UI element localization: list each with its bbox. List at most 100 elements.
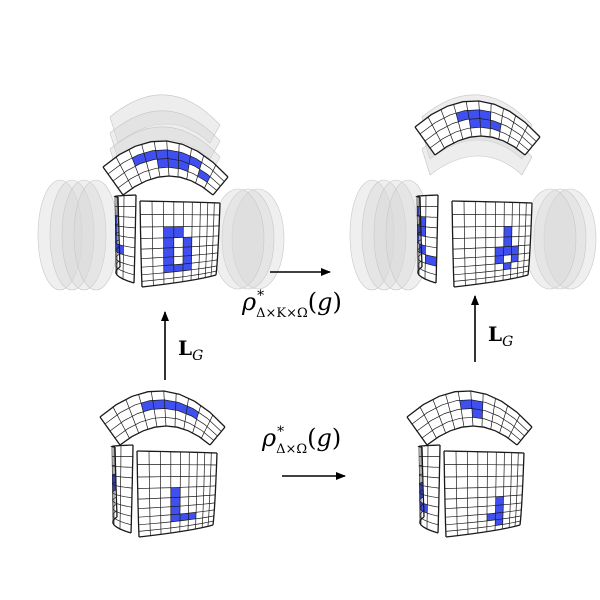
grid-line <box>99 390 226 428</box>
active-cell <box>117 243 124 255</box>
active-cell <box>170 487 181 498</box>
grid-line <box>508 452 513 528</box>
grid-line <box>115 246 135 258</box>
grid-line <box>140 244 219 250</box>
grid-line <box>183 397 189 430</box>
grid-line <box>115 266 135 284</box>
grid-line <box>455 451 458 536</box>
grid-line <box>159 451 162 535</box>
active-cell <box>163 264 174 273</box>
rho-top-subscript: Δ×K×Ω <box>256 306 308 321</box>
grid-line <box>453 252 530 260</box>
sphere-top-right <box>349 94 597 291</box>
active-cell <box>157 158 169 168</box>
grid-line <box>416 231 438 239</box>
active-cell <box>495 496 504 506</box>
grid-line <box>141 259 218 268</box>
rho-top-arg: g <box>317 288 333 316</box>
active-cell <box>197 169 211 183</box>
ghost-copy <box>221 188 275 290</box>
lift-right-L: L <box>488 322 503 346</box>
grid-line <box>445 524 521 538</box>
grid-line <box>141 270 217 282</box>
grid-line <box>419 496 439 508</box>
active-cell <box>417 206 419 217</box>
grid-line <box>426 445 429 530</box>
active-cell <box>152 399 165 409</box>
grid-line <box>215 202 221 276</box>
ghost-copy <box>109 94 221 144</box>
grid-line <box>419 109 537 142</box>
grid-line <box>104 399 222 432</box>
grid-line <box>419 503 439 517</box>
grid-line <box>416 223 438 229</box>
grid-line <box>419 516 439 534</box>
grid-line <box>122 195 125 280</box>
grid-line <box>112 510 132 526</box>
grid-line <box>451 200 455 288</box>
grid-line <box>421 446 425 518</box>
grid-line <box>415 194 439 198</box>
grid-line <box>207 452 212 527</box>
ghost-copy <box>49 179 95 291</box>
grid-line <box>498 107 504 140</box>
active-cell <box>173 226 184 238</box>
active-cell <box>183 255 192 264</box>
grid-line <box>112 503 132 517</box>
grid-line <box>444 485 523 489</box>
grid-line <box>502 202 505 281</box>
active-cell <box>167 149 179 160</box>
left-piece <box>417 444 441 534</box>
grid-line <box>110 444 134 448</box>
rho-bottom-symbol: ρ <box>262 424 277 452</box>
grid-line <box>140 214 220 216</box>
grid-line <box>137 475 217 478</box>
grid-line <box>111 481 133 489</box>
grid-line <box>111 473 133 479</box>
active-cell <box>183 237 192 248</box>
grid-line <box>444 475 524 478</box>
grid-line <box>444 464 524 466</box>
grid-line <box>516 202 521 278</box>
grid-line <box>490 397 496 430</box>
grid-line <box>424 195 427 280</box>
cap-piece <box>102 140 229 196</box>
front-piece <box>443 450 525 538</box>
grid-line <box>463 201 466 286</box>
grid-line <box>133 194 137 284</box>
grid-line <box>514 452 519 527</box>
grid-line <box>112 489 132 499</box>
ghost-copy <box>361 179 407 291</box>
grid-line <box>114 214 136 218</box>
grid-line <box>187 452 190 531</box>
grid-line <box>418 446 421 522</box>
left-piece <box>110 444 134 534</box>
grid-line <box>424 118 533 147</box>
active-cell <box>188 512 197 520</box>
grid-line <box>494 201 496 282</box>
active-cell <box>511 254 519 263</box>
grid-line <box>416 408 525 437</box>
grid-line <box>119 425 211 446</box>
grid-line <box>136 450 218 454</box>
rho-bottom-arg: g <box>316 424 332 452</box>
active-cell <box>163 226 174 238</box>
grid-line <box>417 239 437 249</box>
active-cell <box>479 118 491 129</box>
rho-bottom-label: ρ* Δ×Ω(g) <box>262 424 341 457</box>
piece-surface <box>103 141 228 195</box>
rho-bottom-subscript: Δ×Ω <box>276 442 308 457</box>
grid-line <box>112 516 132 534</box>
active-cell <box>179 513 189 521</box>
grid-line <box>453 270 529 282</box>
active-cell <box>455 110 470 122</box>
grid-line <box>115 253 135 267</box>
grid-line <box>435 194 439 284</box>
sphere-bottom-right <box>406 390 533 538</box>
active-cell <box>503 226 512 238</box>
grid-line <box>419 510 439 526</box>
active-cell <box>503 236 512 247</box>
front-piece <box>451 200 533 288</box>
active-cell <box>495 246 504 257</box>
active-cell <box>173 264 183 272</box>
